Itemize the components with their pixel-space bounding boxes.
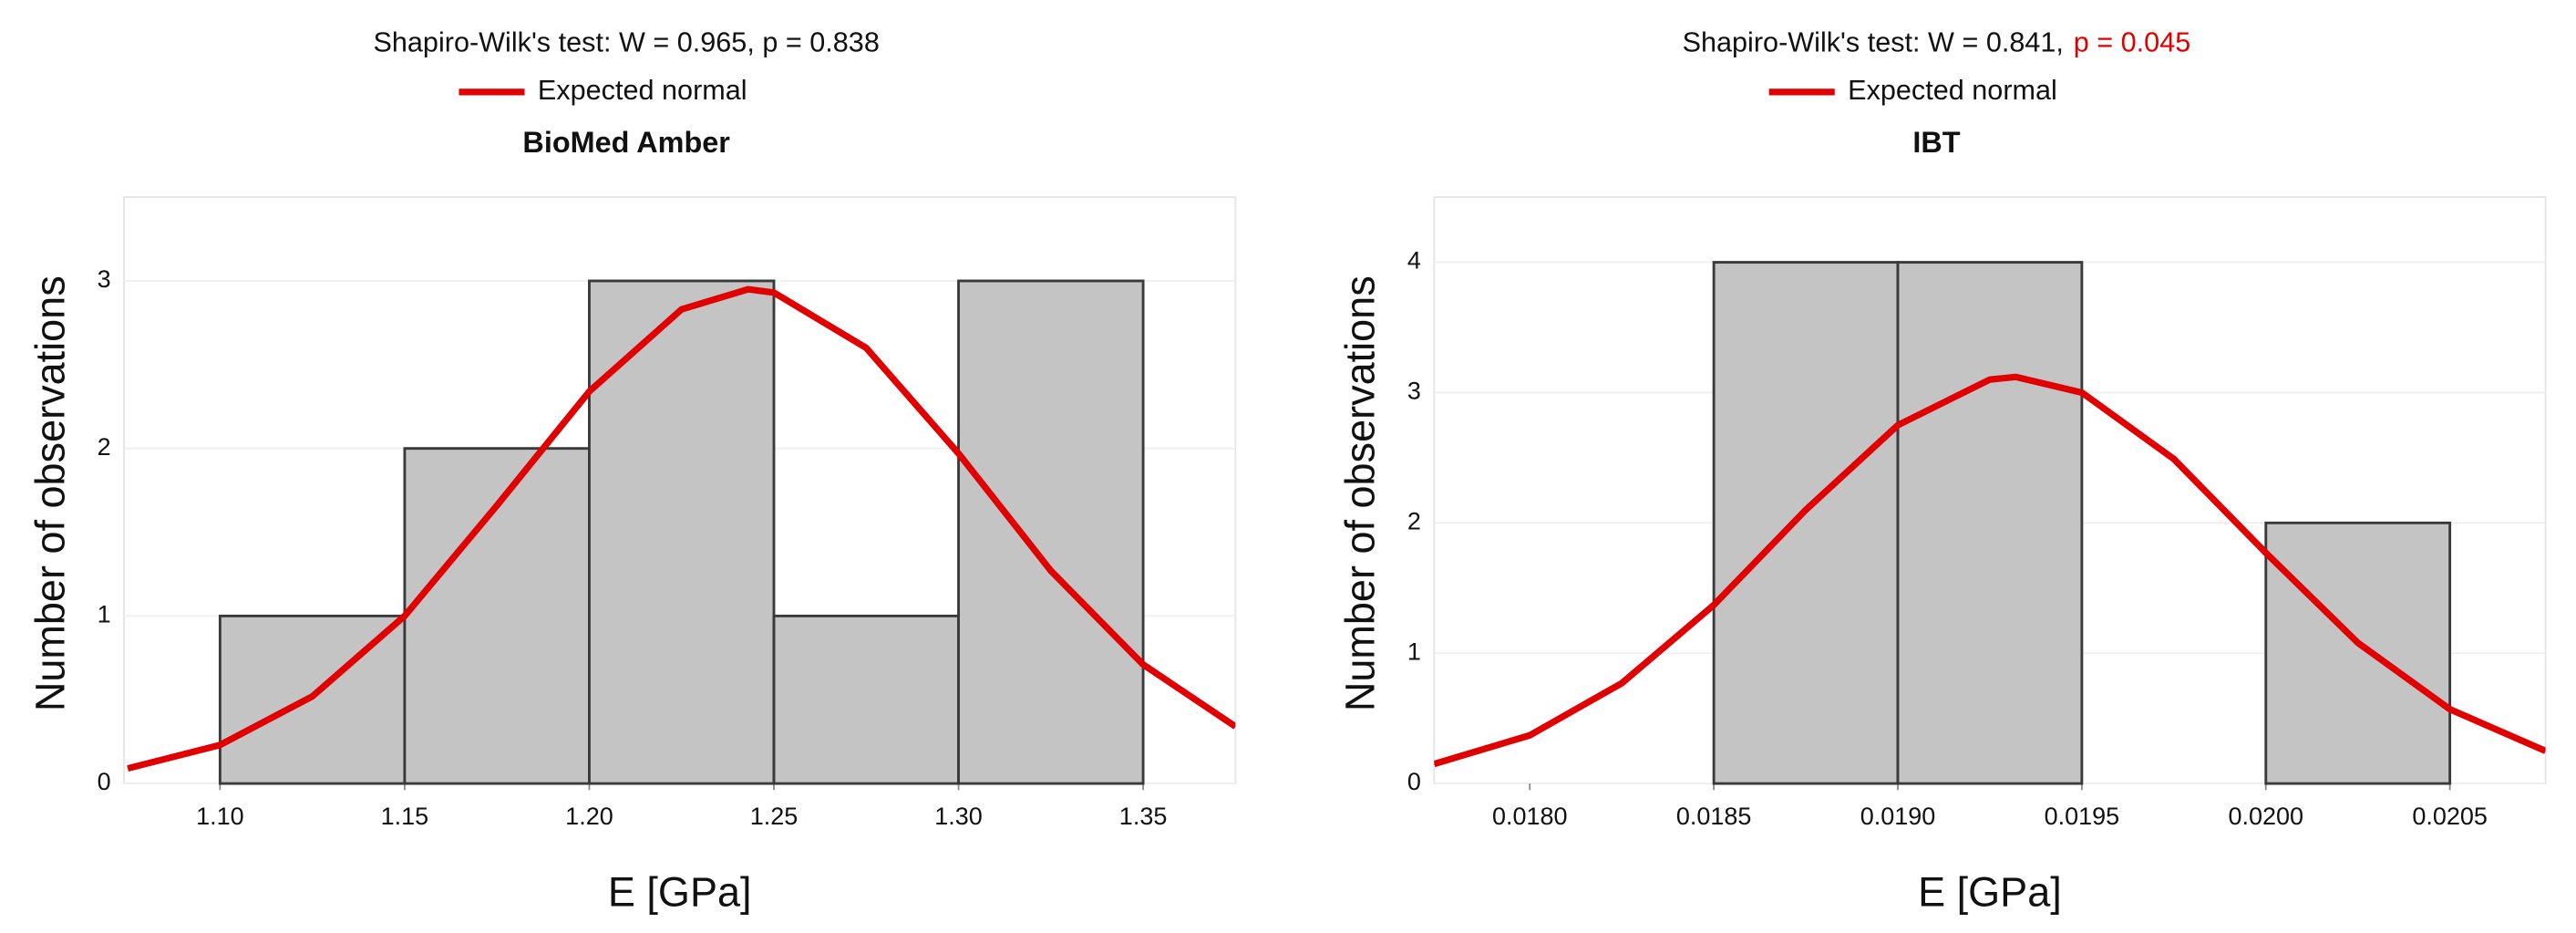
normal-curve: [127, 285, 1236, 772]
x-tick-label: 0.0185: [1676, 803, 1752, 830]
y-tick-label: 1: [98, 601, 111, 628]
x-tick-label: 1.20: [565, 803, 613, 830]
subtitle-part: p = 0.045: [2074, 27, 2191, 58]
x-tick-label: 1.15: [381, 803, 429, 830]
subtitle-part: Shapiro-Wilk's test: W = 0.965, p = 0.83…: [373, 27, 879, 58]
histogram-panel: Shapiro-Wilk's test: W = 0.965, p = 0.83…: [26, 27, 1237, 915]
subtitle: Shapiro-Wilk's test: W = 0.841, p = 0.045: [1683, 27, 2191, 58]
histogram-bar: [588, 279, 776, 785]
y-tick-label: 4: [1407, 247, 1421, 275]
x-tick-label: 1.10: [196, 803, 244, 830]
chart-title: IBT: [1912, 126, 1960, 159]
x-tick-label: 1.25: [750, 803, 799, 830]
x-tick-label: 1.35: [1119, 803, 1168, 830]
histogram-bar: [2264, 521, 2452, 785]
y-tick-label: 2: [98, 433, 111, 461]
y-tick-label: 3: [1407, 378, 1421, 405]
x-tick-label: 0.0200: [2228, 803, 2303, 830]
y-tick-label: 2: [1407, 507, 1421, 534]
legend-label: Expected normal: [1848, 75, 2057, 106]
y-axis-label: Number of observations: [1337, 275, 1384, 711]
x-tick-label: 0.0190: [1860, 803, 1936, 830]
subtitle: Shapiro-Wilk's test: W = 0.965, p = 0.83…: [373, 27, 879, 58]
y-tick-label: 3: [98, 265, 111, 293]
histogram-bar: [957, 279, 1145, 785]
histogram-bar: [1712, 261, 1900, 785]
y-tick-label: 0: [1407, 768, 1421, 795]
x-tick-label: 1.30: [934, 803, 983, 830]
x-tick-label: 0.0180: [1492, 803, 1568, 830]
chart-title: BioMed Amber: [522, 126, 730, 159]
x-tick-label: 0.0205: [2412, 803, 2488, 830]
y-axis-label: Number of observations: [26, 275, 73, 711]
x-tick-label: 0.0195: [2045, 803, 2120, 830]
histogram-panel: Shapiro-Wilk's test: W = 0.841, p = 0.045…: [1337, 27, 2547, 915]
y-tick-label: 0: [98, 768, 111, 795]
x-axis-label: E [GPa]: [608, 868, 752, 915]
histogram-bar: [1896, 261, 2084, 785]
histogram-bar: [403, 447, 591, 785]
normal-curve: [1434, 373, 2546, 768]
histogram-bar: [772, 614, 960, 785]
y-tick-label: 1: [1407, 638, 1421, 665]
subtitle-part: Shapiro-Wilk's test: W = 0.841,: [1683, 27, 2064, 58]
x-axis-label: E [GPa]: [1918, 868, 2062, 915]
legend-label: Expected normal: [538, 75, 747, 106]
